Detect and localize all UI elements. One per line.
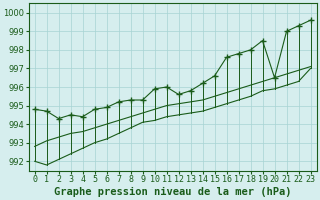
- X-axis label: Graphe pression niveau de la mer (hPa): Graphe pression niveau de la mer (hPa): [54, 186, 291, 197]
